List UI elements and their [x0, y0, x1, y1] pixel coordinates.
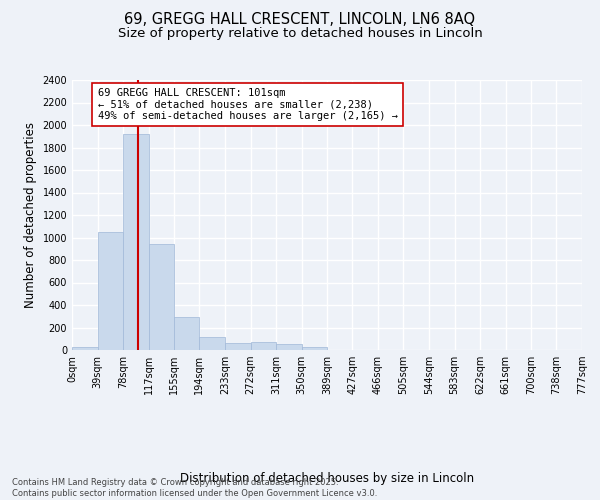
Bar [225, 344, 251, 350]
Bar [302, 346, 328, 350]
Text: Contains HM Land Registry data © Crown copyright and database right 2025.
Contai: Contains HM Land Registry data © Crown c… [12, 478, 377, 498]
Text: Size of property relative to detached houses in Lincoln: Size of property relative to detached ho… [118, 28, 482, 40]
Text: 69 GREGG HALL CRESCENT: 101sqm
← 51% of detached houses are smaller (2,238)
49% : 69 GREGG HALL CRESCENT: 101sqm ← 51% of … [98, 88, 398, 121]
Bar [149, 244, 174, 350]
Bar [98, 232, 123, 350]
Bar [276, 344, 302, 350]
Text: 69, GREGG HALL CRESCENT, LINCOLN, LN6 8AQ: 69, GREGG HALL CRESCENT, LINCOLN, LN6 8A… [124, 12, 476, 28]
Bar [72, 346, 98, 350]
Y-axis label: Number of detached properties: Number of detached properties [24, 122, 37, 308]
Text: Distribution of detached houses by size in Lincoln: Distribution of detached houses by size … [180, 472, 474, 485]
Bar [174, 317, 199, 350]
Bar [199, 336, 225, 350]
Bar [123, 134, 149, 350]
Bar [251, 342, 276, 350]
